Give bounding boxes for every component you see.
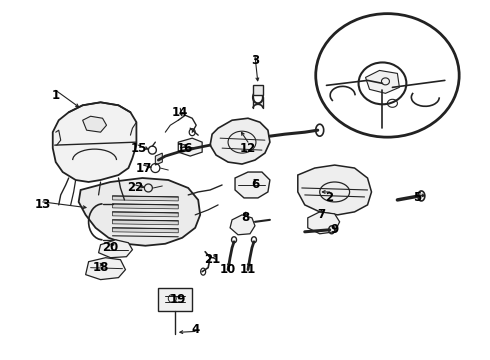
Polygon shape	[53, 102, 136, 182]
Text: 1: 1	[51, 89, 60, 102]
Polygon shape	[210, 118, 270, 164]
Text: 8: 8	[241, 211, 249, 224]
Polygon shape	[230, 215, 255, 235]
Text: 17: 17	[135, 162, 151, 175]
Text: 22: 22	[127, 181, 144, 194]
Polygon shape	[113, 228, 178, 233]
Polygon shape	[83, 116, 106, 132]
Text: 7: 7	[318, 208, 326, 221]
Polygon shape	[298, 165, 371, 215]
Text: 13: 13	[35, 198, 51, 211]
Polygon shape	[78, 178, 200, 246]
Text: 19: 19	[170, 293, 187, 306]
Polygon shape	[158, 288, 192, 311]
Polygon shape	[98, 240, 132, 258]
Polygon shape	[178, 138, 202, 156]
Text: 16: 16	[177, 141, 194, 155]
Text: 10: 10	[220, 263, 236, 276]
Text: 2: 2	[326, 192, 334, 204]
Polygon shape	[86, 258, 125, 280]
Text: 11: 11	[240, 263, 256, 276]
Text: 9: 9	[331, 223, 339, 236]
Polygon shape	[366, 71, 399, 93]
Text: 5: 5	[413, 192, 421, 204]
Text: 20: 20	[102, 241, 119, 254]
Polygon shape	[253, 85, 263, 95]
Text: 6: 6	[251, 179, 259, 192]
Text: 4: 4	[191, 323, 199, 336]
Text: 21: 21	[204, 253, 220, 266]
Polygon shape	[113, 196, 178, 201]
Text: 12: 12	[240, 141, 256, 155]
Text: 14: 14	[172, 106, 189, 119]
Text: 18: 18	[93, 261, 109, 274]
Polygon shape	[113, 220, 178, 225]
Text: 15: 15	[130, 141, 147, 155]
Polygon shape	[308, 212, 340, 234]
Text: 3: 3	[251, 54, 259, 67]
Polygon shape	[235, 172, 270, 198]
Polygon shape	[155, 153, 162, 165]
Polygon shape	[113, 212, 178, 217]
Polygon shape	[113, 204, 178, 209]
